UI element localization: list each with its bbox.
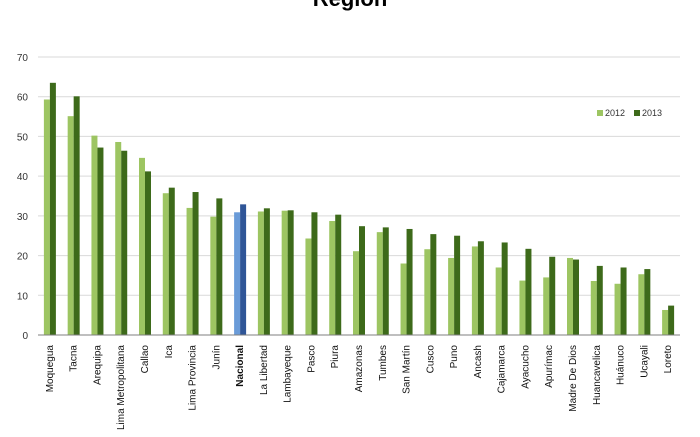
bar-2013 [335, 214, 342, 335]
bar-2013 [97, 147, 104, 335]
x-tick-label: Puno [449, 345, 460, 369]
bar-2013 [263, 208, 270, 335]
x-tick-label: Ica [164, 345, 175, 359]
x-tick-label: Amazonas [354, 345, 365, 392]
bar-2012 [115, 141, 122, 335]
bar-2013 [168, 187, 175, 335]
x-tick-label: Cusco [425, 345, 436, 374]
bar-2013 [501, 242, 508, 335]
bar-2012 [234, 212, 241, 335]
bar-2013 [311, 212, 318, 335]
bar-2012 [376, 232, 383, 335]
y-tick-label: 10 [17, 291, 29, 302]
x-tick-label: Junín [211, 345, 222, 369]
x-tick-label: Tacna [69, 345, 80, 372]
legend-label-2013: 2013 [642, 108, 662, 118]
y-tick-label: 0 [22, 331, 28, 342]
legend-label-2012: 2012 [605, 108, 625, 118]
bar-2013 [430, 234, 437, 335]
y-tick-label: 40 [17, 172, 29, 183]
bar-2013 [216, 198, 223, 335]
bar-2013 [454, 235, 461, 335]
bar-2013 [477, 241, 484, 335]
bar-2012 [519, 280, 526, 335]
x-tick-label: Ayacucho [520, 345, 531, 389]
y-tick-label: 50 [17, 132, 29, 143]
bar-2012 [448, 257, 455, 335]
bar-2013 [596, 265, 603, 335]
bar-2012 [329, 221, 336, 335]
bar-2012 [91, 135, 98, 335]
bar-2012 [186, 207, 193, 335]
x-tick-label: Cajamarca [497, 345, 508, 394]
bar-2012 [590, 280, 597, 335]
legend-swatch-2013 [634, 110, 640, 116]
bar-2012 [305, 238, 312, 335]
bar-2012 [281, 210, 288, 335]
x-tick-label: Moquegua [45, 345, 56, 393]
bar-2012 [67, 116, 74, 335]
x-tick-label: Piura [330, 345, 341, 369]
bar-2013 [121, 150, 128, 335]
bar-2012 [353, 251, 359, 335]
y-tick-label: 30 [17, 212, 29, 223]
x-tick-label: Arequipa [92, 345, 103, 385]
bar-2013 [192, 192, 199, 335]
bar-2013 [359, 226, 365, 335]
x-tick-label: Tumbes [378, 345, 389, 381]
x-tick-label: Callao [140, 345, 151, 374]
bar-2012 [210, 216, 217, 335]
bar-2013 [406, 228, 413, 335]
bar-2013 [240, 204, 247, 335]
x-tick-label: San Martín [402, 345, 413, 394]
bar-2012 [471, 246, 478, 335]
x-tick-label: Nacional [235, 345, 246, 387]
bar-2013 [668, 305, 675, 335]
y-tick-label: 60 [17, 93, 29, 104]
x-tick-label: Lima Provincia [188, 345, 199, 411]
bar-2012 [638, 274, 645, 335]
bar-2012 [567, 257, 573, 335]
bar-2013 [73, 96, 80, 336]
x-tick-label: Apurímac [544, 345, 555, 388]
x-tick-label: Loreto [663, 345, 674, 374]
bar-2013 [382, 227, 389, 335]
x-tick-label: Ancash [473, 345, 484, 378]
bar-2012 [543, 277, 550, 335]
chart-title: Región [0, 0, 700, 12]
x-tick-label: Huancavelica [592, 345, 603, 405]
x-tick-label: La Libertad [259, 345, 270, 395]
bar-2013 [573, 259, 579, 335]
bar-2012 [495, 267, 502, 335]
bar-2012 [400, 263, 407, 335]
x-tick-label: Lima Metropolitana [116, 345, 127, 430]
x-tick-label: Pasco [306, 345, 317, 373]
y-tick-label: 20 [17, 252, 29, 263]
bar-2012 [162, 193, 169, 335]
bar-2013 [549, 256, 556, 335]
bar-2012 [139, 157, 145, 335]
bar-2012 [43, 99, 50, 335]
bar-2012 [424, 249, 431, 335]
bar-2013 [644, 269, 651, 335]
legend-swatch-2012 [597, 110, 603, 116]
x-tick-label: Madre De Dios [568, 345, 579, 412]
y-tick-label: 70 [17, 53, 29, 64]
x-tick-label: Ucayali [639, 345, 650, 378]
x-tick-label: Lambayeque [283, 345, 294, 403]
bar-2013 [287, 210, 294, 335]
bar-2013 [525, 248, 532, 335]
bar-2013 [49, 82, 56, 335]
bar-2013 [620, 267, 627, 335]
bar-2012 [614, 283, 621, 335]
bar-2012 [662, 309, 669, 335]
bar-2012 [257, 211, 264, 335]
x-tick-label: Huánuco [616, 345, 627, 385]
bar-2013 [145, 171, 151, 335]
